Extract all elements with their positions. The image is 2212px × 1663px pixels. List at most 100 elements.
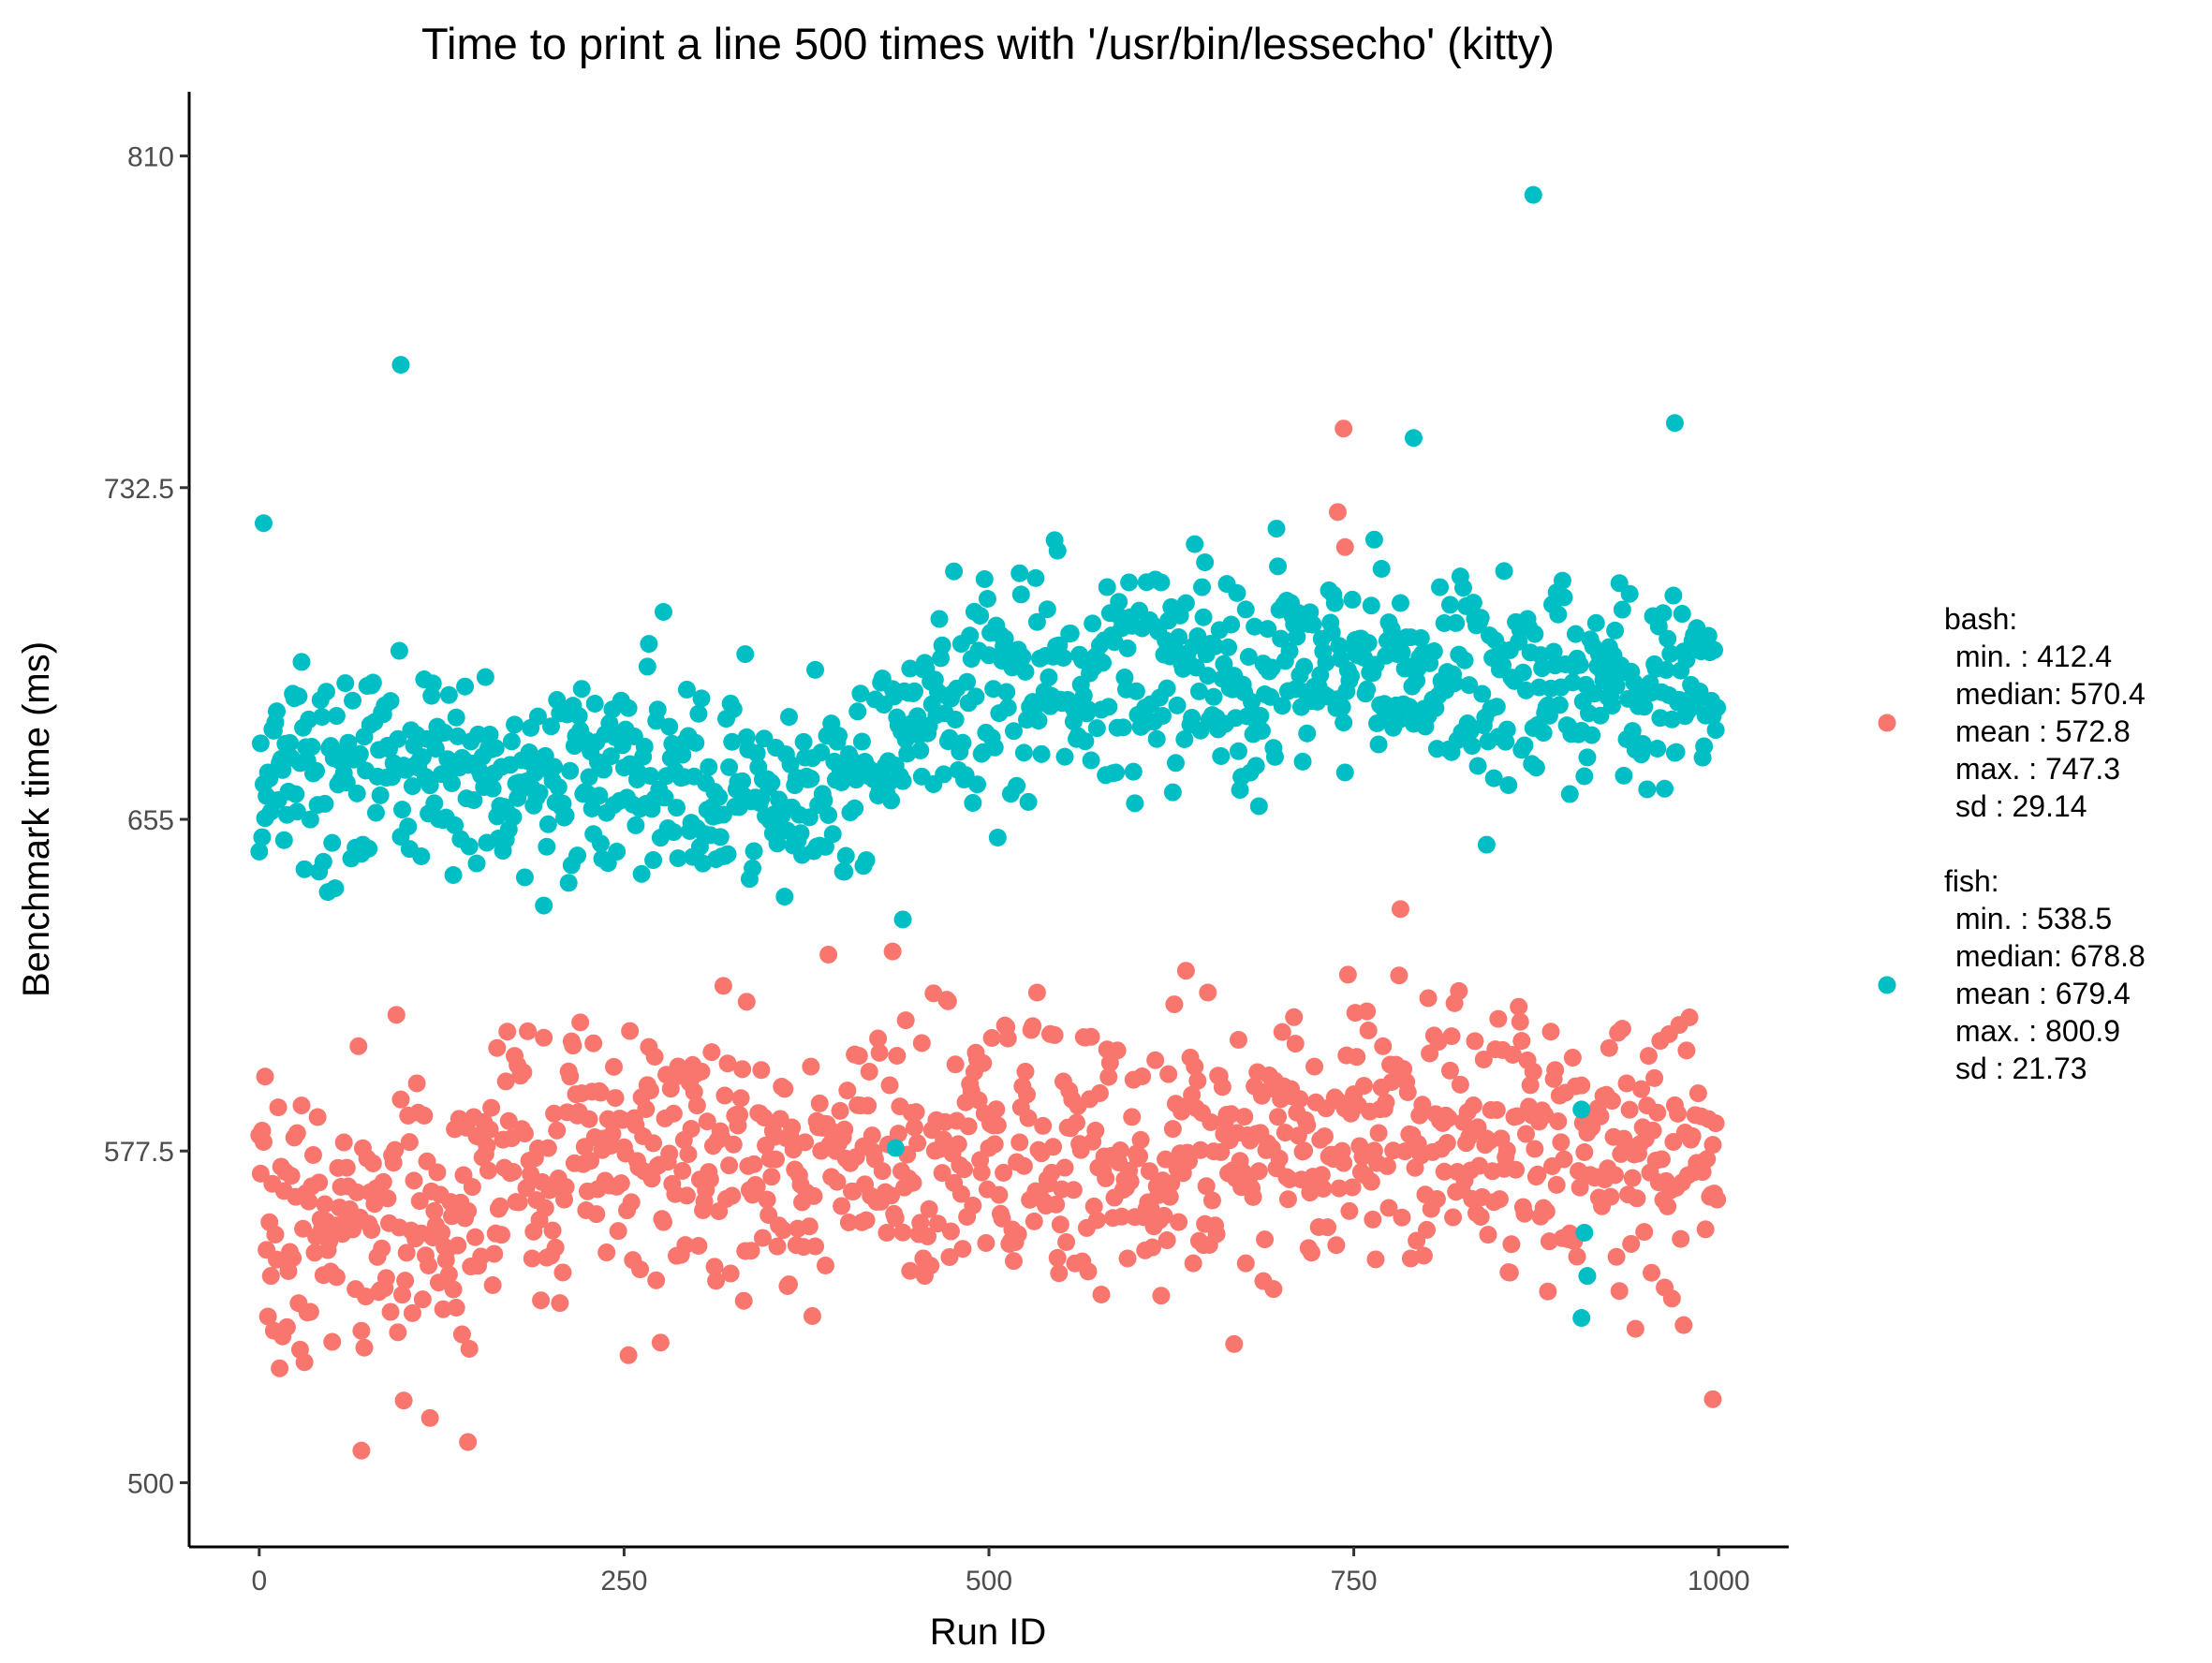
data-point bbox=[1008, 776, 1026, 795]
data-point bbox=[720, 1156, 739, 1175]
data-point bbox=[1054, 648, 1072, 667]
data-point bbox=[1591, 706, 1610, 725]
data-point bbox=[1680, 1008, 1699, 1026]
data-point bbox=[893, 772, 912, 790]
data-point bbox=[1189, 682, 1208, 700]
data-point bbox=[1464, 1096, 1482, 1115]
data-point bbox=[656, 788, 674, 807]
data-point bbox=[1648, 740, 1667, 758]
data-point bbox=[564, 1037, 582, 1055]
data-point bbox=[1086, 1121, 1105, 1140]
data-point bbox=[1424, 641, 1443, 660]
x-tick-label: 1000 bbox=[1688, 1566, 1750, 1597]
data-point bbox=[545, 758, 564, 776]
data-point bbox=[710, 787, 729, 806]
data-point bbox=[1239, 647, 1258, 666]
data-point bbox=[282, 1167, 301, 1185]
data-point bbox=[1464, 594, 1482, 612]
data-point bbox=[1013, 648, 1032, 667]
data-point bbox=[869, 1029, 888, 1048]
data-point bbox=[1703, 1390, 1722, 1408]
data-point bbox=[323, 833, 342, 852]
data-point bbox=[1601, 1187, 1620, 1206]
data-point bbox=[397, 1244, 416, 1262]
data-point bbox=[1298, 1116, 1317, 1135]
data-point bbox=[530, 784, 549, 802]
data-point bbox=[640, 635, 658, 654]
data-point bbox=[444, 866, 463, 885]
data-point bbox=[1048, 541, 1067, 560]
data-point bbox=[621, 1022, 640, 1040]
data-point bbox=[982, 1029, 1001, 1048]
data-point bbox=[631, 1260, 650, 1279]
data-point bbox=[700, 1170, 719, 1188]
data-point bbox=[908, 1134, 927, 1153]
data-point bbox=[700, 758, 718, 776]
data-point bbox=[1652, 1150, 1671, 1169]
data-point bbox=[627, 816, 645, 834]
data-point bbox=[1082, 1027, 1100, 1046]
data-point bbox=[796, 1133, 815, 1152]
data-point bbox=[1544, 642, 1563, 661]
data-point bbox=[707, 1272, 726, 1290]
data-point bbox=[1369, 735, 1388, 754]
data-point bbox=[1335, 419, 1353, 438]
data-point bbox=[873, 1162, 892, 1181]
data-point bbox=[1610, 1282, 1629, 1301]
data-point bbox=[1027, 612, 1046, 631]
x-tick-label: 500 bbox=[966, 1566, 1012, 1597]
data-point bbox=[1340, 1201, 1359, 1220]
data-point bbox=[1515, 1204, 1534, 1223]
data-point bbox=[1246, 757, 1265, 775]
data-point bbox=[347, 1183, 366, 1201]
data-point bbox=[985, 1135, 1004, 1154]
data-point bbox=[439, 685, 458, 704]
data-point bbox=[752, 1061, 771, 1080]
data-point bbox=[747, 1177, 766, 1196]
data-point bbox=[930, 610, 949, 628]
data-point bbox=[1431, 578, 1450, 596]
data-point bbox=[572, 680, 591, 699]
data-point bbox=[1079, 700, 1098, 719]
data-point bbox=[1338, 965, 1357, 984]
data-point bbox=[1600, 1038, 1618, 1057]
data-point bbox=[413, 748, 432, 767]
data-point bbox=[1193, 578, 1212, 596]
data-point bbox=[387, 1006, 406, 1024]
data-point bbox=[1236, 1254, 1255, 1273]
data-point bbox=[274, 831, 293, 849]
legend-key bbox=[1878, 976, 1896, 994]
data-point bbox=[1213, 1078, 1231, 1096]
chart-title: Time to print a line 500 times with '/us… bbox=[421, 19, 1555, 68]
data-point bbox=[998, 1029, 1017, 1048]
data-point bbox=[1314, 1179, 1333, 1198]
y-tick-label: 810 bbox=[127, 142, 174, 173]
data-point bbox=[376, 1269, 395, 1288]
data-point bbox=[483, 779, 502, 798]
data-point bbox=[308, 1108, 327, 1126]
data-point bbox=[664, 823, 683, 842]
data-point bbox=[660, 1144, 679, 1163]
data-point bbox=[836, 846, 855, 865]
data-point bbox=[604, 1057, 623, 1076]
data-point bbox=[1698, 1150, 1717, 1169]
data-point bbox=[851, 684, 870, 703]
data-point bbox=[1160, 1187, 1179, 1206]
data-point bbox=[584, 1034, 603, 1052]
data-point bbox=[1196, 553, 1215, 572]
data-point bbox=[569, 707, 588, 726]
data-point bbox=[877, 1224, 896, 1243]
data-point bbox=[413, 1290, 432, 1309]
legend-key bbox=[1878, 714, 1896, 732]
data-point bbox=[1202, 1112, 1220, 1131]
data-point bbox=[1051, 1215, 1069, 1234]
data-point bbox=[1683, 1126, 1702, 1145]
data-point bbox=[660, 717, 679, 736]
data-point bbox=[1524, 185, 1542, 204]
data-point bbox=[478, 1137, 496, 1155]
data-point bbox=[1696, 1220, 1715, 1239]
data-point bbox=[968, 775, 987, 794]
data-point bbox=[1620, 1100, 1639, 1119]
data-point bbox=[499, 1111, 518, 1130]
data-point bbox=[896, 1011, 915, 1030]
